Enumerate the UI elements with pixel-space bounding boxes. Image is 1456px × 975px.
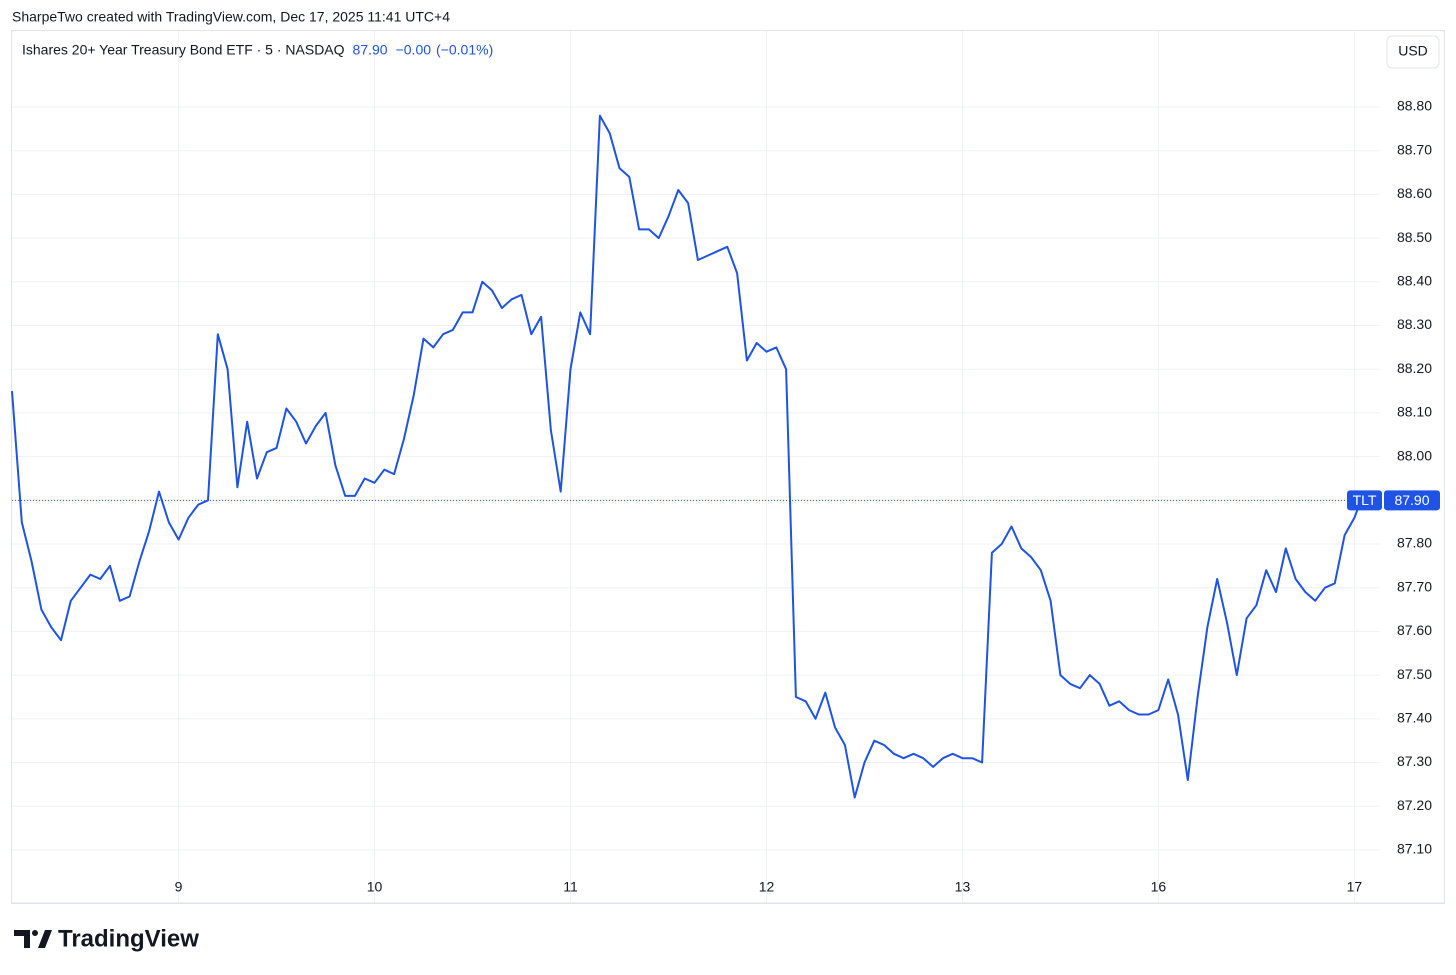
currency-button[interactable] [1386, 35, 1440, 69]
legend-change: −0.00 [396, 42, 432, 58]
x-tick-label: 13 [955, 879, 971, 895]
symbol-tag-label: TLT [1353, 492, 1377, 508]
x-tick-label: 12 [759, 879, 775, 895]
logo: TradingView [58, 925, 199, 952]
x-tick-label: 17 [1347, 879, 1363, 895]
y-tick-label: 87.20 [1397, 797, 1432, 813]
chart-frame [11, 30, 1445, 904]
y-tick-label: 88.70 [1397, 141, 1432, 157]
price-line [11, 114, 1375, 799]
legend-change-pct: (−0.01%) [436, 42, 493, 58]
plot [11, 114, 1380, 799]
price-tag-label: 87.90 [1394, 492, 1429, 508]
credit: SharpeTwo created with TradingView.com, … [12, 9, 450, 25]
x-tick-label: 10 [367, 879, 383, 895]
grid [12, 31, 1444, 904]
logo-icon [14, 930, 52, 948]
x-tick-label: 9 [175, 879, 183, 895]
y-tick-label: 87.60 [1397, 622, 1432, 638]
price-tag [1384, 490, 1440, 511]
x-tick-label: 16 [1151, 879, 1167, 895]
x-tick-label: 11 [563, 879, 578, 895]
currency[interactable]: USD [1398, 43, 1428, 59]
y-tick-label: 87.30 [1397, 753, 1432, 769]
y-tick-label: 88.10 [1397, 404, 1432, 420]
symbol-tag [1347, 490, 1382, 511]
y-tick-label: 87.40 [1397, 710, 1432, 726]
y-tick-label: 88.80 [1397, 98, 1432, 114]
y-tick-label: 87.70 [1397, 578, 1432, 594]
y-tick-label: 87.50 [1397, 666, 1432, 682]
y-tick-label: 88.40 [1397, 273, 1432, 289]
y-tick-label: 87.10 [1397, 841, 1432, 857]
legend-price: 87.90 [353, 42, 388, 58]
y-tick-label: 88.60 [1397, 185, 1432, 201]
y-tick-label: 88.20 [1397, 360, 1432, 376]
legend-name: Ishares 20+ Year Treasury Bond ETF · 5 ·… [22, 42, 345, 58]
y-tick-label: 88.00 [1397, 447, 1432, 463]
y-tick-label: 88.30 [1397, 316, 1432, 332]
y-tick-label: 88.50 [1397, 229, 1432, 245]
y-tick-label: 87.80 [1397, 535, 1432, 551]
